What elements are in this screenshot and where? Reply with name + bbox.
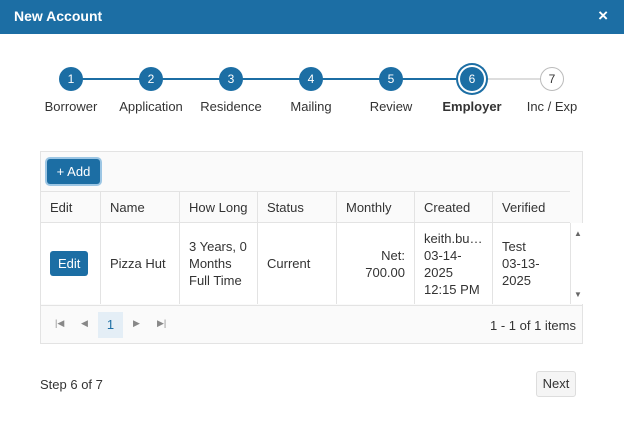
last-page[interactable]: ▶| xyxy=(157,318,167,328)
column-header: Created xyxy=(414,191,492,223)
column-header: How Long xyxy=(179,191,257,223)
column-header: Name xyxy=(100,191,179,223)
cell-text: Current xyxy=(267,256,311,271)
page-number[interactable]: 1 xyxy=(98,312,123,338)
next-page[interactable]: ▶ xyxy=(133,318,140,328)
progress-line xyxy=(472,78,552,80)
table-cell: Test 03-13- 2025 xyxy=(492,223,570,304)
step-label: Review xyxy=(369,99,413,114)
add-label: Add xyxy=(67,164,91,179)
step-circle[interactable]: 3 xyxy=(219,67,243,91)
cell-line: Full Time xyxy=(189,273,242,288)
cell-line: 12:15 PM xyxy=(424,281,480,297)
column-header: Edit xyxy=(40,191,100,223)
next-button[interactable]: Next xyxy=(536,371,576,397)
step-circle[interactable]: 5 xyxy=(379,67,403,91)
first-page[interactable]: |◀ xyxy=(55,318,65,328)
cell-line: 2025 xyxy=(424,264,453,280)
step-label: Employer xyxy=(442,99,502,114)
step-label: Borrower xyxy=(44,99,98,114)
cell-line: 2025 xyxy=(502,273,531,288)
cell-line: keith.bu… xyxy=(424,230,483,246)
dialog-title: New Account xyxy=(14,8,103,24)
cell-line: 700.00 xyxy=(365,264,405,280)
edit-button[interactable]: Edit xyxy=(50,251,89,276)
step-label: Application xyxy=(119,99,183,114)
step-label: Inc / Exp xyxy=(526,99,578,114)
scrollbar[interactable]: ▲ ▼ xyxy=(570,223,583,304)
table-cell: keith.bu… 03-14- 2025 12:15 PM xyxy=(414,223,492,304)
progress-line xyxy=(71,78,472,80)
column-header: Status xyxy=(257,191,336,223)
step-circle[interactable]: 2 xyxy=(139,67,163,91)
cell-line: 3 Years, 0 xyxy=(189,239,247,254)
prev-page[interactable]: ◀ xyxy=(81,318,88,328)
step-text: Step 6 of 7 xyxy=(40,377,103,392)
cell-line: 03-13- xyxy=(502,256,540,271)
table-cell: Net: 700.00 xyxy=(336,223,414,304)
dialog-header: New Account × xyxy=(0,0,624,34)
step-circle[interactable]: 4 xyxy=(299,67,323,91)
pager-summary: 1 - 1 of 1 items xyxy=(490,318,576,333)
step-label: Residence xyxy=(200,99,262,114)
table-cell: Edit xyxy=(40,223,100,304)
table-cell: Pizza Hut xyxy=(100,223,179,304)
step-label: Mailing xyxy=(290,99,332,114)
table-cell: Current xyxy=(257,223,336,304)
cell-text: Pizza Hut xyxy=(110,256,166,271)
pager: |◀ ◀ 1 ▶ ▶| 1 - 1 of 1 items xyxy=(41,305,582,343)
close-button[interactable]: × xyxy=(598,6,608,25)
cell-line: Months xyxy=(189,256,232,271)
table-cell: 3 Years, 0 Months Full Time xyxy=(179,223,257,304)
cell-line: Test xyxy=(502,239,526,254)
column-header: Verified xyxy=(492,191,570,223)
cell-line: 03-14- xyxy=(424,247,462,263)
add-button[interactable]: + Add xyxy=(47,159,100,184)
step-circle[interactable]: 7 xyxy=(540,67,564,91)
column-header: Monthly xyxy=(336,191,414,223)
step-circle[interactable]: 1 xyxy=(59,67,83,91)
cell-line: Net: xyxy=(381,247,405,263)
step-circle[interactable]: 6 xyxy=(460,67,484,91)
